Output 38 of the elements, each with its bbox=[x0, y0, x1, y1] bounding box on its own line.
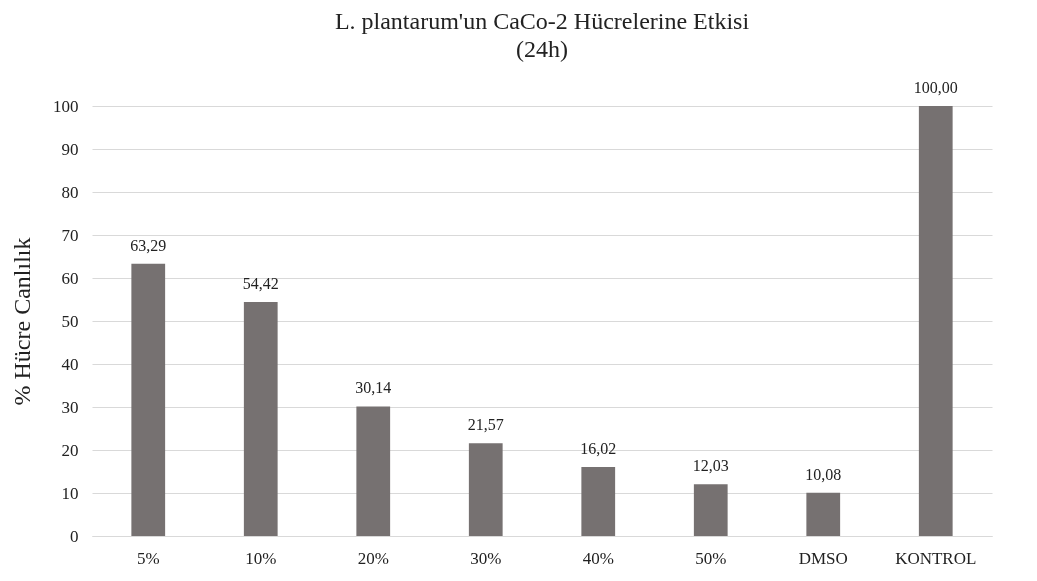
y-tick-label: 50 bbox=[61, 311, 79, 331]
y-tick-label: 100 bbox=[53, 96, 79, 116]
chart-subtitle: (24h) bbox=[516, 36, 568, 62]
y-tick-label: 70 bbox=[61, 225, 79, 245]
x-tick-label: 50% bbox=[695, 548, 727, 568]
y-tick-label: 30 bbox=[61, 397, 79, 417]
x-tick-label: KONTROL bbox=[895, 548, 977, 568]
x-tick-label: 5% bbox=[136, 548, 160, 568]
y-tick-label: 20 bbox=[61, 440, 79, 460]
bar bbox=[581, 467, 616, 536]
data-label: 63,29 bbox=[130, 236, 167, 254]
data-label: 100,00 bbox=[913, 79, 958, 96]
bar bbox=[356, 406, 391, 536]
x-tick-label: 40% bbox=[582, 548, 614, 568]
x-tick-label: 10% bbox=[245, 548, 277, 568]
chart-title: L. plantarum'un CaCo-2 Hücrelerine Etkisi bbox=[334, 8, 750, 34]
y-tick-label: 80 bbox=[61, 182, 79, 202]
y-tick-label: 60 bbox=[61, 268, 79, 288]
data-label: 10,08 bbox=[805, 465, 842, 483]
x-tick-label: 30% bbox=[470, 548, 502, 568]
data-label: 12,03 bbox=[692, 457, 729, 475]
y-tick-label: 10 bbox=[61, 483, 79, 503]
bar bbox=[243, 301, 278, 536]
bar bbox=[468, 443, 503, 536]
data-label: 54,42 bbox=[242, 274, 279, 292]
y-tick-label: 40 bbox=[61, 354, 79, 374]
y-tick-label: 90 bbox=[61, 139, 79, 159]
x-tick-label: DMSO bbox=[798, 548, 848, 568]
data-label: 16,02 bbox=[580, 440, 617, 458]
bar bbox=[918, 106, 953, 536]
data-label: 21,57 bbox=[467, 416, 504, 434]
bar bbox=[806, 492, 841, 536]
x-tick-label: 20% bbox=[357, 548, 389, 568]
bar bbox=[693, 484, 728, 536]
data-label: 30,14 bbox=[355, 379, 392, 397]
bar bbox=[131, 263, 166, 536]
y-axis-title: % Hücre Canlılık bbox=[9, 237, 35, 406]
y-tick-label: 0 bbox=[70, 526, 79, 546]
